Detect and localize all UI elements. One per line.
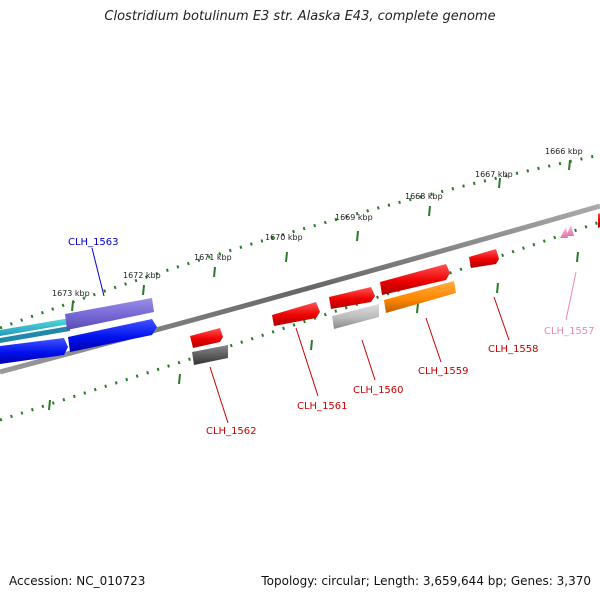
tick-label-1669: 1669 kbp [335, 213, 373, 222]
tick-label-1672: 1672 kbp [123, 271, 161, 280]
label-leaders [91, 247, 577, 424]
genome-summary-text: Topology: circular; Length: 3,659,644 bp… [261, 574, 591, 588]
gene-CLH_1563 [65, 298, 154, 330]
gene-blue-1 [0, 338, 68, 364]
gene-blue-2 [68, 319, 157, 352]
accession-text: Accession: NC_010723 [9, 574, 146, 588]
outer-major-ticks [71, 159, 571, 312]
outer-ruler [0, 153, 600, 330]
gene-labels: CLH_1563 CLH_1562 CLH_1561 CLH_1560 CLH_… [68, 237, 595, 437]
gene-CLH_1559-outer [380, 264, 450, 295]
label-CLH_1557: CLH_1557 [544, 326, 595, 337]
gene-CLH_1560-inner [332, 304, 379, 329]
gene-CLH_1559-inner [384, 281, 456, 313]
tick-label-1668: 1668 kbp [405, 192, 443, 201]
tick-label-1673: 1673 kbp [52, 289, 90, 298]
left-gene-cluster [0, 298, 157, 364]
tick-label-1670: 1670 kbp [265, 233, 303, 242]
label-CLH_1563: CLH_1563 [68, 237, 119, 248]
gene-CLH_1562-outer [190, 328, 223, 348]
map-title: Clostridium botulinum E3 str. Alaska E43… [104, 9, 496, 24]
gene-cyan-2 [0, 326, 70, 343]
tick-label-1666: 1666 kbp [545, 147, 583, 156]
tick-label-1671: 1671 kbp [194, 253, 232, 262]
ruler-tick-labels: 1666 kbp 1667 kbp 1668 kbp 1669 kbp 1670… [52, 147, 583, 298]
genome-backbone [0, 203, 600, 375]
gene-CLH_1558 [469, 249, 499, 268]
label-CLH_1560: CLH_1560 [353, 385, 404, 396]
inner-ruler [0, 220, 600, 422]
label-CLH_1562: CLH_1562 [206, 426, 257, 437]
label-CLH_1559: CLH_1559 [418, 366, 469, 377]
inner-major-ticks [48, 251, 579, 411]
label-CLH_1558: CLH_1558 [488, 344, 539, 355]
gene-CLH_1561 [272, 302, 320, 326]
gene-CLH_1557 [560, 225, 574, 238]
tick-label-1667: 1667 kbp [475, 170, 513, 179]
gene-CLH_1562-inner [192, 345, 228, 365]
gene-cyan-1 [0, 318, 70, 336]
gene-CLH_1560-outer [329, 287, 375, 309]
label-CLH_1561: CLH_1561 [297, 401, 348, 412]
